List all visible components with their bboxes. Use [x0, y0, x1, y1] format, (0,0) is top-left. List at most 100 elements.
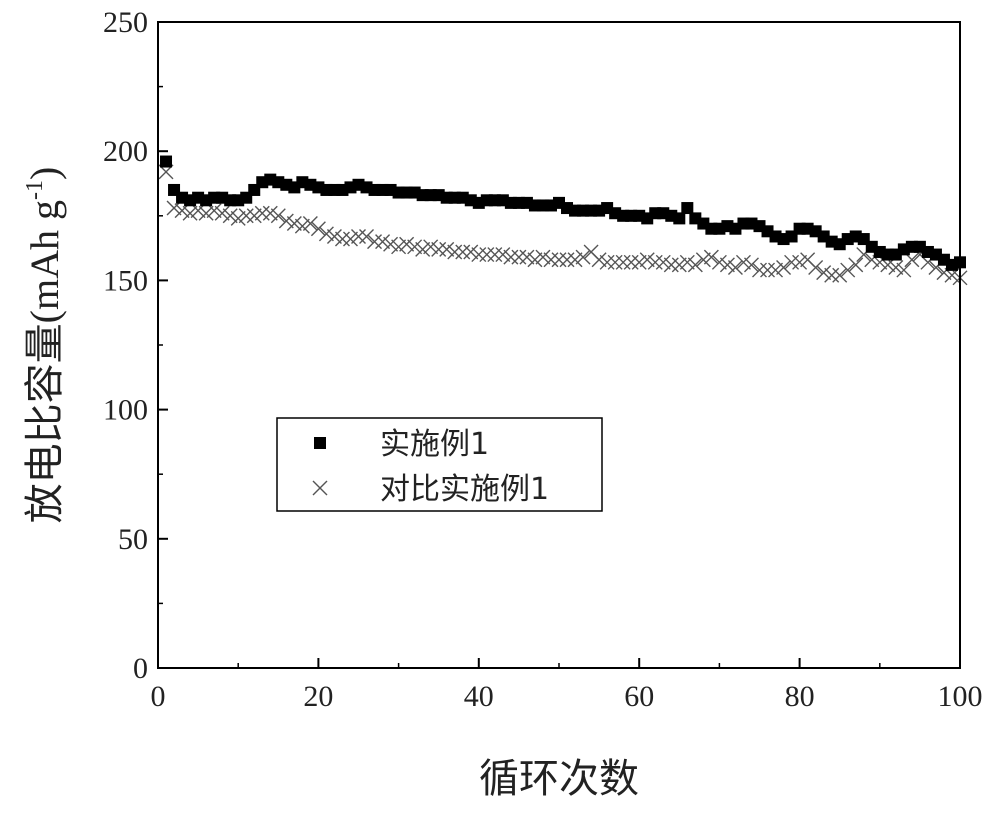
data-point-series-2: [278, 213, 294, 229]
data-point-series-2: [495, 247, 511, 263]
data-point-series-2: [262, 205, 278, 221]
data-point-series-2: [383, 236, 399, 252]
legend: 实施例1 对比实施例1: [276, 417, 603, 512]
data-point-series-2: [559, 252, 575, 268]
x-axis-title: 循环次数: [479, 756, 639, 802]
data-point-series-2: [423, 239, 439, 255]
legend-marker-series-1: [314, 437, 326, 449]
data-point-series-2: [752, 262, 767, 278]
data-point-series-2: [816, 265, 832, 281]
data-point-series-2: [535, 249, 551, 265]
data-point-series-2: [703, 249, 719, 265]
legend-markers: [312, 437, 328, 496]
data-point-series-2: [727, 259, 743, 275]
data-point-series-2: [896, 262, 912, 278]
data-point-series-2: [768, 262, 784, 278]
data-point-series-2: [639, 252, 655, 268]
data-point-series-2: [246, 208, 262, 224]
data-point-series-2: [719, 257, 735, 273]
data-point-series-1: [248, 183, 261, 196]
data-point-series-2: [407, 239, 423, 255]
x-tick-label: 40: [464, 680, 494, 713]
data-point-series-2: [711, 254, 727, 270]
data-point-series-2: [760, 262, 776, 278]
data-point-series-2: [415, 241, 431, 257]
data-point-series-2: [824, 267, 840, 283]
data-point-series-2: [455, 244, 471, 260]
y-tick-label: 200: [103, 135, 148, 168]
data-point-series-2: [631, 254, 647, 270]
data-point-series-1: [681, 202, 694, 215]
data-point-series-2: [575, 249, 591, 265]
x-tick-label: 80: [785, 680, 815, 713]
data-point-series-2: [503, 249, 519, 265]
data-point-series-2: [399, 236, 415, 252]
y-tick-label: 0: [133, 652, 148, 685]
data-point-series-2: [671, 257, 687, 273]
data-point-series-1: [160, 155, 173, 168]
x-tick-label: 20: [303, 680, 333, 713]
y-axis-title-main: 放电比容量: [22, 323, 68, 523]
data-point-series-2: [270, 208, 286, 224]
data-point-series-2: [214, 205, 230, 221]
y-axis-title-unit: (mAh g: [22, 200, 67, 323]
data-point-series-2: [784, 254, 800, 270]
data-point-series-2: [326, 228, 342, 244]
data-point-series-2: [342, 231, 358, 247]
data-point-series-2: [591, 252, 607, 268]
data-point-series-2: [198, 205, 214, 221]
y-axis-title-unit-sup: -1: [22, 180, 48, 200]
data-point-series-2: [776, 259, 792, 275]
data-point-series-2: [182, 205, 198, 221]
data-point-series-2: [463, 244, 479, 260]
data-point-series-2: [647, 254, 663, 270]
data-point-series-2: [695, 252, 711, 268]
data-point-series-2: [663, 257, 679, 273]
axis-ticks: 0 20 40 60 80 100 0 50 100 150 200 250: [103, 6, 983, 713]
data-point-series-2: [655, 254, 671, 270]
data-point-series-2: [439, 241, 455, 257]
data-point-series-2: [792, 254, 808, 270]
data-point-series-2: [294, 218, 310, 234]
data-point-series-2: [367, 234, 383, 250]
data-point-series-2: [351, 228, 366, 244]
data-point-series-2: [519, 249, 535, 265]
data-point-series-2: [375, 234, 391, 250]
legend-label-series-2: 对比实施例1: [380, 472, 549, 507]
data-point-series-2: [431, 241, 447, 257]
data-point-series-2: [615, 254, 631, 270]
data-point-series-2: [743, 257, 759, 273]
data-point-series-2: [527, 252, 543, 268]
data-point-series-2: [687, 257, 703, 273]
data-point-series-2: [840, 262, 856, 278]
data-point-series-2: [679, 254, 695, 270]
data-point-series-2: [310, 221, 326, 237]
data-point-series-2: [599, 254, 615, 270]
x-tick-label: 0: [151, 680, 166, 713]
data-point-series-2: [302, 216, 318, 232]
legend-label-series-1: 实施例1: [380, 427, 489, 462]
data-point-series-2: [391, 239, 407, 255]
data-point-series-2: [888, 259, 904, 275]
data-point-series-2: [487, 247, 503, 263]
plot-frame: [157, 21, 961, 669]
data-point-series-2: [254, 205, 270, 221]
y-axis-title: 放电比容量(mAh g-1): [22, 167, 68, 524]
data-point-series-2: [359, 228, 375, 244]
data-point-series-2: [551, 252, 567, 268]
plot-marks: [158, 155, 968, 286]
data-point-series-2: [543, 252, 559, 268]
data-point-series-2: [479, 247, 495, 263]
data-point-series-2: [286, 216, 302, 232]
data-point-series-2: [447, 244, 463, 260]
data-point-series-2: [238, 208, 254, 224]
y-axis-title-unit-close: ): [22, 167, 67, 180]
data-point-series-2: [511, 249, 527, 265]
x-tick-label: 60: [624, 680, 654, 713]
data-point-series-2: [623, 254, 639, 270]
legend-marker-series-2: [312, 480, 328, 496]
data-point-series-2: [735, 254, 751, 270]
data-point-series-2: [832, 267, 848, 283]
data-point-series-1: [673, 212, 686, 225]
